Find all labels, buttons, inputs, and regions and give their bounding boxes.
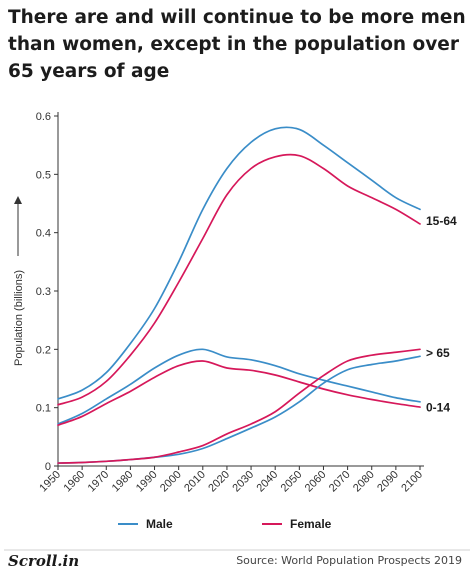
x-tick-label: 1960	[61, 469, 87, 495]
series-line-male-15-64	[57, 126, 421, 400]
x-tick-label: 1980	[110, 469, 136, 495]
x-tick-label: 2080	[351, 469, 377, 495]
x-tick-label: 2050	[279, 469, 305, 495]
y-tick-label: 0.6	[36, 111, 51, 123]
series-line-female-15-64	[57, 153, 421, 406]
x-tick-label: 2090	[375, 469, 401, 495]
x-tick-label: 1970	[86, 469, 112, 495]
legend-label-female: Female	[290, 517, 332, 531]
x-tick-label: 2020	[206, 469, 232, 495]
group-label: 15-64	[426, 214, 457, 228]
series-line-female-65	[57, 348, 421, 464]
group-label: > 65	[426, 346, 450, 360]
x-tick-label: 2040	[255, 469, 281, 495]
x-tick-label: 1950	[37, 469, 63, 495]
y-tick-label: 0.5	[36, 169, 51, 181]
y-axis-label: Population (billions)	[13, 270, 25, 366]
y-tick-label: 0.3	[36, 286, 51, 298]
legend-label-male: Male	[146, 517, 173, 531]
x-tick-label: 1990	[134, 469, 160, 495]
x-tick-label: 2070	[327, 469, 353, 495]
y-tick-label: 0.2	[36, 344, 51, 356]
series-line-female-0-14	[57, 360, 421, 427]
y-tick-label: 0.1	[36, 403, 51, 415]
chart-title: There are and will continue to be more m…	[8, 7, 466, 82]
source-note: Source: World Population Prospects 2019	[236, 554, 462, 567]
x-tick-label: 2000	[158, 469, 184, 495]
group-label: 0-14	[426, 401, 450, 415]
scroll-logo: Scroll.in	[8, 552, 80, 570]
series-line-male-0-14	[57, 348, 421, 425]
series-line-male-65	[57, 355, 421, 464]
y-axis-arrow-head	[14, 196, 22, 204]
x-tick-label: 2010	[182, 469, 208, 495]
x-tick-label: 2060	[303, 469, 329, 495]
x-tick-label: 2100	[399, 469, 425, 495]
x-tick-label: 2030	[230, 469, 256, 495]
y-tick-label: 0	[45, 461, 51, 473]
y-tick-label: 0.4	[36, 228, 51, 240]
